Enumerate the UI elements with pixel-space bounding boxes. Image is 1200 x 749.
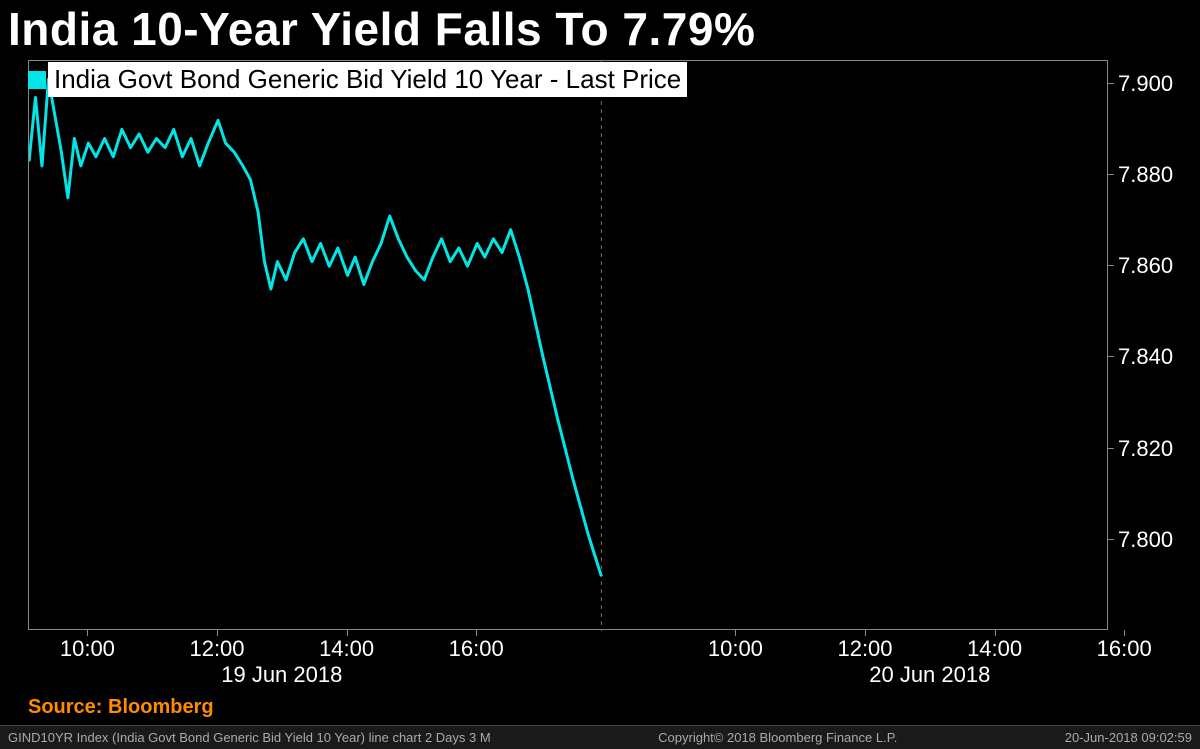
y-tick-label: 7.900 (1118, 71, 1198, 97)
legend-swatch (28, 71, 46, 89)
x-tick-label: 14:00 (967, 636, 1022, 662)
y-tick-label: 7.880 (1118, 162, 1198, 188)
x-tick-label: 10:00 (708, 636, 763, 662)
x-tick-label: 10:00 (60, 636, 115, 662)
y-tick-label: 7.840 (1118, 344, 1198, 370)
legend-label: India Govt Bond Generic Bid Yield 10 Yea… (48, 62, 687, 97)
chart-title: India 10-Year Yield Falls To 7.79% (0, 0, 1200, 60)
x-tick-label: 16:00 (449, 636, 504, 662)
x-date-label: 19 Jun 2018 (221, 662, 342, 688)
x-tick-label: 12:00 (837, 636, 892, 662)
footer-center-text: Copyright© 2018 Bloomberg Finance L.P. (658, 730, 897, 745)
y-tick-label: 7.860 (1118, 253, 1198, 279)
y-tick-label: 7.820 (1118, 436, 1198, 462)
x-tick-label: 16:00 (1097, 636, 1152, 662)
x-date-label: 20 Jun 2018 (869, 662, 990, 688)
footer-bar: GIND10YR Index (India Govt Bond Generic … (0, 725, 1200, 749)
source-label: Source: Bloomberg (28, 696, 214, 719)
footer-right-text: 20-Jun-2018 09:02:59 (1065, 730, 1192, 745)
y-tick-label: 7.800 (1118, 527, 1198, 553)
line-chart-svg (29, 61, 1109, 631)
x-tick-label: 12:00 (189, 636, 244, 662)
x-tick-label: 14:00 (319, 636, 374, 662)
footer-left-text: GIND10YR Index (India Govt Bond Generic … (8, 730, 491, 745)
legend: India Govt Bond Generic Bid Yield 10 Yea… (28, 62, 687, 97)
chart-plot-area (28, 60, 1108, 630)
